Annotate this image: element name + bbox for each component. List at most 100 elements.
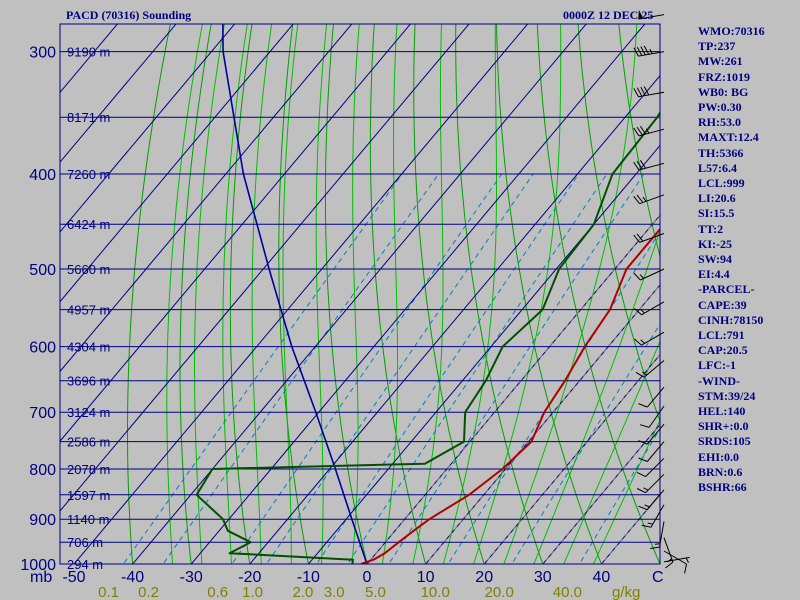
mixing-ratio-line — [511, 323, 660, 564]
wind-barb — [639, 405, 665, 428]
index-item: LCL:999 — [698, 176, 745, 191]
dewpoint-profile — [195, 110, 660, 564]
wind-barb-staff — [646, 489, 665, 511]
wind-barb-flag — [638, 457, 648, 462]
index-item: -PARCEL- — [698, 282, 755, 297]
wind-barb-flag — [636, 160, 643, 170]
parcel-trace — [222, 24, 368, 564]
temperature-tick-label: 0 — [363, 569, 372, 586]
height-label: 6424 m — [67, 217, 110, 232]
wind-barb-flag — [650, 546, 660, 549]
index-item: CINH:78150 — [698, 312, 764, 327]
index-item: EHI:0.0 — [698, 449, 740, 464]
index-item: -WIND- — [698, 373, 740, 388]
wind-barb-flag — [640, 46, 646, 56]
wind-barb-flag — [636, 471, 646, 478]
temperature-tick-label: 30 — [534, 569, 552, 586]
index-item: LI:20.6 — [698, 191, 736, 206]
height-label: 3696 m — [67, 374, 110, 389]
wind-barb-staff — [646, 423, 665, 445]
wind-barb-flag — [636, 488, 646, 494]
wind-barb-half-flag — [644, 504, 650, 508]
moist-adiabat — [533, 229, 660, 564]
wind-barb-staff — [646, 441, 665, 462]
moist-adiabat — [194, 24, 225, 564]
temperature-unit-glyph: C — [652, 569, 664, 586]
height-label: 706 m — [67, 535, 103, 550]
pressure-tick-label: 1000 — [20, 557, 56, 574]
wind-barb — [633, 268, 665, 281]
mixing-ratio-line — [231, 173, 503, 564]
index-item: LFC:-1 — [698, 358, 736, 373]
wind-barb-staff — [641, 301, 665, 316]
height-label: 2586 m — [67, 435, 110, 450]
wind-barb-flag — [633, 47, 639, 57]
wind-barb-flag — [684, 563, 687, 574]
wind-barb-half-flag — [649, 48, 653, 54]
wind-barb — [638, 386, 665, 408]
isotherm — [60, 24, 177, 163]
index-item: SRDS:105 — [698, 434, 751, 449]
isotherm — [60, 24, 294, 303]
mixing-ratio-label: 10.0 — [421, 584, 450, 600]
wind-barb-pennant — [638, 9, 644, 20]
index-item: BRN:0.6 — [698, 464, 743, 479]
wind-barb-flag — [634, 308, 642, 316]
wind-barb-half-flag — [640, 339, 645, 344]
index-item: FRZ:1019 — [698, 69, 750, 84]
moist-adiabat — [473, 24, 562, 564]
height-label: 1140 m — [67, 512, 109, 527]
isotherm — [60, 24, 470, 512]
height-label: 2078 m — [67, 462, 110, 477]
station-title: PACD (70316) Sounding — [66, 8, 192, 22]
wind-barb-staff — [645, 473, 665, 494]
wind-barb-half-flag — [685, 557, 689, 563]
stability-indices-list: WMO:70316 TP:237 MW:261 FRZ:1019 WB0: BG PW:0… — [698, 24, 765, 495]
height-label: 8171 m — [67, 110, 110, 125]
wind-barb-flag — [638, 403, 648, 408]
wind-barb — [633, 86, 665, 98]
wind-barb-half-flag — [642, 371, 648, 376]
temperature-tick-label: -10 — [297, 569, 320, 586]
height-label: 1597 m — [67, 488, 110, 503]
wind-barb — [641, 504, 665, 528]
wind-barb-staff — [639, 233, 665, 243]
wind-barb — [663, 537, 674, 569]
temperature-tick-label: -20 — [238, 569, 261, 586]
isotherm — [249, 74, 660, 564]
height-label: 7260 m — [67, 167, 110, 182]
moist-adiabat — [381, 24, 399, 564]
wind-barb-half-flag — [642, 196, 647, 202]
wind-barb-staff — [659, 521, 665, 548]
wind-barb — [638, 423, 665, 445]
wind-barb — [633, 233, 665, 243]
wind-barb — [638, 441, 665, 462]
wind-barb — [663, 550, 687, 574]
wind-barb-flag — [633, 234, 640, 243]
wind-barb — [633, 125, 665, 137]
index-item: CAPE:39 — [698, 297, 747, 312]
moist-adiabat — [315, 24, 328, 564]
mixing-ratio-label: 2.0 — [292, 584, 313, 600]
pressure-tick-label: 800 — [29, 462, 56, 479]
wind-barb-staff — [638, 51, 665, 57]
temperature-tick-label: 20 — [475, 569, 493, 586]
wind-barb-staff — [650, 504, 665, 528]
dry-adiabat — [496, 24, 602, 564]
wind-barb — [650, 521, 665, 549]
plot-frame — [59, 23, 661, 565]
temperature-tick-label: 40 — [593, 569, 611, 586]
moist-adiabat — [412, 24, 444, 564]
sounding-time: 0000Z 12 DEC 25 — [563, 8, 654, 22]
mixing-ratio-label: 0.2 — [138, 584, 159, 600]
isotherm — [60, 24, 353, 373]
height-label: 4957 m — [67, 303, 110, 318]
dry-adiabat — [179, 24, 212, 564]
dry-adiabat — [127, 24, 171, 564]
wind-barb-flag — [636, 87, 643, 97]
wind-barb-staff — [641, 331, 665, 346]
wind-barb-flag — [639, 125, 647, 135]
wind-barb-flag — [639, 424, 650, 428]
wind-barb-staff — [639, 194, 665, 205]
index-item: MAXT:12.4 — [698, 130, 759, 145]
